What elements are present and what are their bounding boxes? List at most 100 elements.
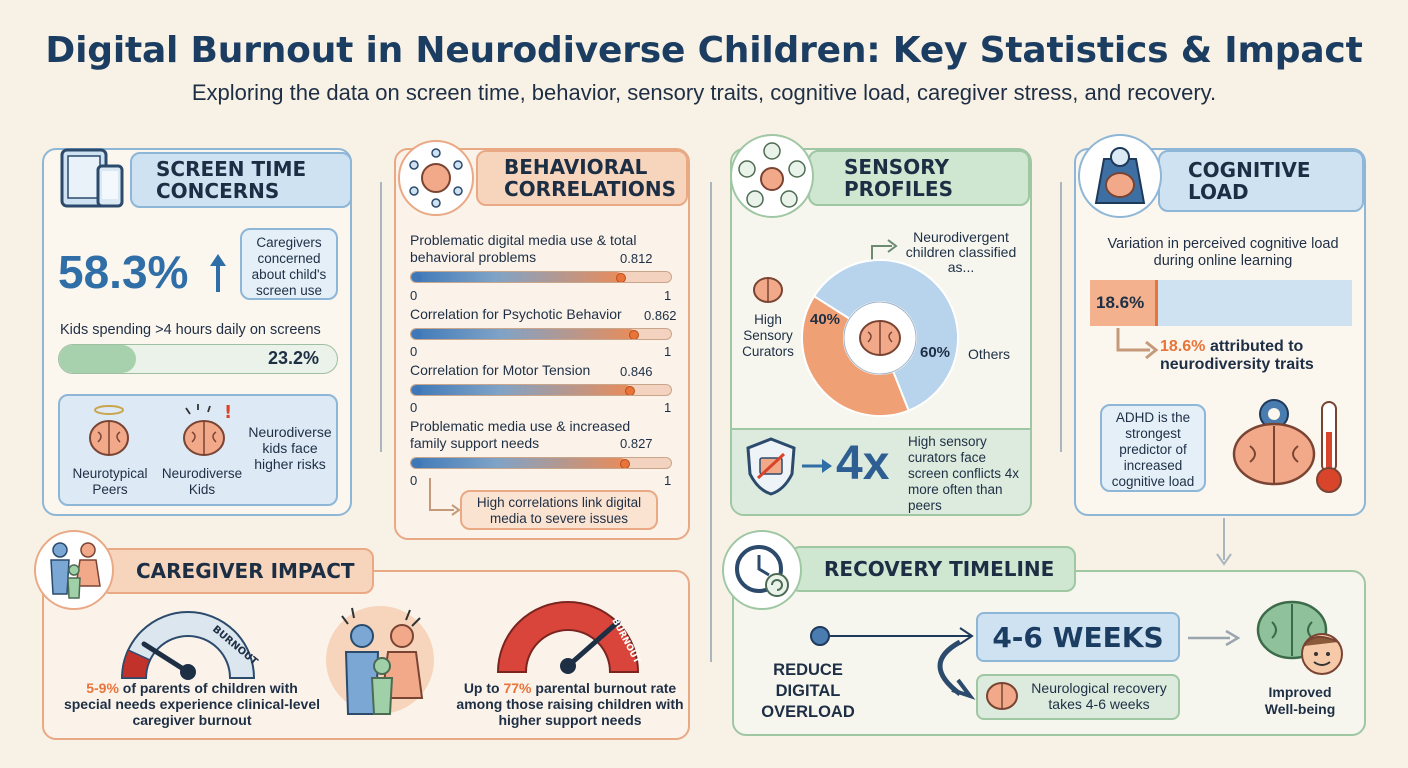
corr-value-3: 0.846	[620, 364, 653, 379]
burnout-gauge-low: BURNOUT	[108, 600, 268, 688]
neurotypical-label: Neurotypical Peers	[72, 466, 148, 497]
corr-bar-3	[410, 384, 672, 396]
recovery-end: Improved Well-being	[1264, 684, 1336, 717]
donut-caption: Neurodivergent children classified as...	[905, 229, 1017, 275]
axis-min: 0	[410, 400, 418, 415]
others-label: Others	[968, 346, 1011, 362]
corr-label-4: Problematic media use & increased family…	[410, 418, 631, 451]
conflict-multiplier: 4x	[836, 437, 890, 490]
screen-time-header: SCREEN TIME CONCERNS	[130, 152, 352, 208]
stat2-text: parental burnout rate among those raisin…	[456, 680, 684, 728]
screen-bar-value: 23.2%	[268, 348, 320, 368]
stat1-text: of parents of children with special need…	[63, 680, 321, 728]
corr-label-3: Correlation for Motor Tension	[410, 362, 591, 378]
adhd-note: ADHD is the strongest predictor of incre…	[1111, 410, 1195, 489]
sensory-title: SENSORY PROFILES	[844, 155, 953, 201]
cognitive-attr-value: 18.6%	[1160, 338, 1206, 355]
network-brain-icon	[398, 140, 474, 216]
devices-icon	[60, 148, 130, 214]
neurodiverse-label: Neurodiverse Kids	[161, 466, 243, 497]
no-screen-icon	[744, 436, 798, 500]
caregiver-stat-2: Up to 77% parental burnout rate among th…	[456, 680, 684, 728]
timeline-line	[810, 624, 980, 728]
down-arrow-icon	[1214, 516, 1234, 572]
corr-bar-4	[410, 457, 672, 469]
clock-icon	[722, 530, 802, 610]
caregiver-header: CAREGIVER IMPACT	[100, 548, 374, 594]
brain-gear-icon	[1226, 392, 1352, 502]
stat1-value: 5-9%	[86, 680, 119, 696]
happy-brain-icon	[1250, 596, 1350, 684]
correlation-note: High correlations link digital media to …	[460, 490, 658, 530]
corr-label-1: Problematic digital media use & total be…	[410, 232, 637, 265]
brain-icon: !	[176, 400, 236, 464]
caregiver-stat-1: 5-9% of parents of children with special…	[62, 680, 322, 728]
axis-min: 0	[410, 288, 418, 303]
corr-bar-2	[410, 328, 672, 340]
pct-curators: 40%	[810, 311, 841, 328]
corr-bar-1	[410, 271, 672, 283]
corr-value-2: 0.862	[644, 308, 677, 323]
right-arrow-icon	[800, 456, 834, 480]
corr-label-2: Correlation for Psychotic Behavior	[410, 306, 622, 322]
brain-icon	[984, 680, 1020, 716]
cognitive-bar-fill	[1090, 280, 1159, 326]
behavioral-title: BEHAVIORAL CORRELATIONS	[504, 155, 677, 201]
recovery-title: RECOVERY TIMELINE	[824, 557, 1055, 581]
screen-time-title: SCREEN TIME CONCERNS	[156, 157, 307, 203]
cognitive-header: COGNITIVE LOAD	[1158, 150, 1364, 212]
recovery-duration: 4-6 WEEKS	[992, 620, 1164, 654]
cognitive-attr-text: attributed to neurodiversity traits	[1160, 338, 1314, 373]
screen-time-bar-fill	[59, 345, 137, 373]
up-arrow-icon	[208, 252, 228, 298]
sensory-header: SENSORY PROFILES	[808, 150, 1030, 206]
screen-bar-label: Kids spending >4 hours daily on screens	[60, 322, 321, 338]
sensory-donut-chart	[798, 256, 962, 424]
screen-time-bar	[58, 344, 338, 374]
recovery-start: REDUCE DIGITAL OVERLOAD	[761, 661, 855, 721]
concern-callout: Caregivers concerned about child's scree…	[240, 228, 338, 300]
caregiver-title: CAREGIVER IMPACT	[136, 559, 355, 583]
cognitive-title: COGNITIVE LOAD	[1188, 158, 1311, 204]
risk-note: Neurodiverse kids face higher risks	[248, 424, 332, 472]
arrow-icon	[866, 236, 900, 268]
curators-label: High Sensory Curators	[742, 312, 794, 359]
cognitive-bar	[1090, 280, 1352, 326]
connector-line	[1032, 182, 1062, 452]
page-title: Digital Burnout in Neurodiverse Children…	[45, 30, 1363, 71]
connector-line	[692, 182, 712, 662]
arrow-icon	[1114, 326, 1160, 366]
brain-icon	[84, 404, 134, 464]
cognitive-caption: Variation in perceived cognitive load du…	[1107, 236, 1339, 269]
correlation-note-text: High correlations link digital media to …	[476, 495, 642, 526]
duration-box: 4-6 WEEKS	[976, 612, 1180, 662]
pct-others: 60%	[920, 344, 951, 361]
axis-max: 1	[664, 473, 672, 488]
conflict-note: High sensory curators face screen confli…	[908, 434, 1020, 513]
adhd-callout: ADHD is the strongest predictor of incre…	[1100, 404, 1206, 492]
right-arrow-icon	[1186, 628, 1241, 652]
concern-note: Caregivers concerned about child's scree…	[251, 235, 327, 298]
corr-value-1: 0.812	[620, 251, 653, 266]
axis-max: 1	[664, 344, 672, 359]
screen-time-stat: 58.3%	[58, 246, 189, 298]
cognitive-bar-value: 18.6%	[1096, 293, 1145, 312]
stressed-family-icon	[322, 602, 438, 722]
recovery-note: Neurological recovery takes 4-6 weeks	[1031, 680, 1167, 712]
corr-value-4: 0.827	[620, 436, 653, 451]
behavioral-header: BEHAVIORAL CORRELATIONS	[476, 150, 688, 206]
axis-min: 0	[410, 473, 418, 488]
svg-text:!: !	[224, 402, 232, 423]
axis-min: 0	[410, 344, 418, 359]
axis-max: 1	[664, 288, 672, 303]
arrow-icon	[426, 476, 462, 524]
page-subtitle: Exploring the data on screen time, behav…	[191, 80, 1217, 105]
family-icon	[34, 530, 114, 610]
senses-icon	[730, 134, 814, 218]
weight-brain-icon	[1078, 134, 1162, 218]
connector-line	[352, 182, 382, 452]
burnout-gauge-high: BURNOUT	[488, 592, 648, 682]
recovery-header: RECOVERY TIMELINE	[790, 546, 1076, 592]
axis-max: 1	[664, 400, 672, 415]
stat2-value: 77%	[503, 680, 532, 696]
